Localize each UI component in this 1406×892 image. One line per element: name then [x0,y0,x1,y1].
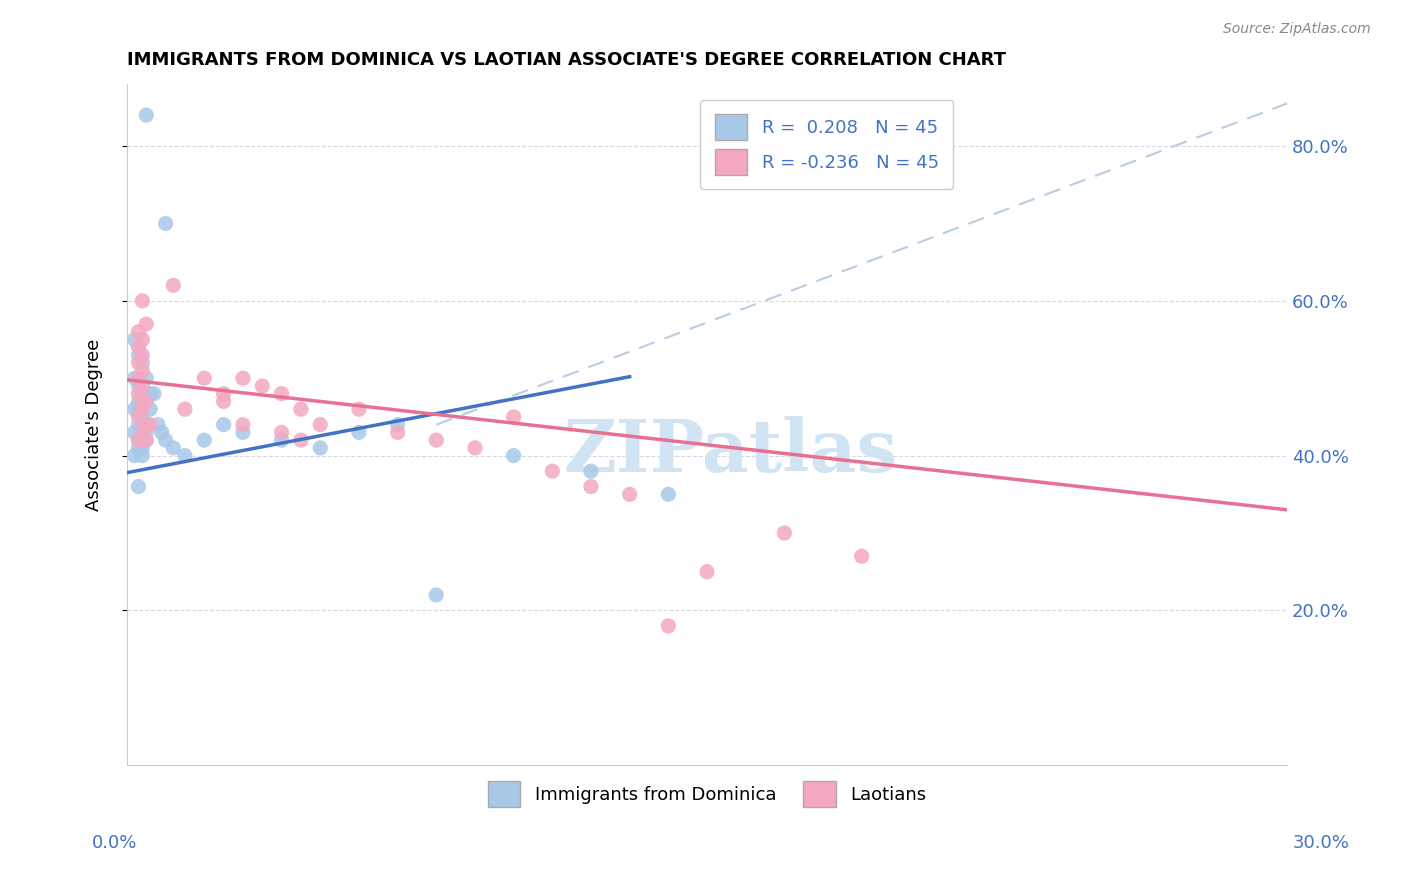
Point [135,433,157,447]
Point [619,487,641,501]
Point [193,433,215,447]
Point [128,441,150,455]
Point [131,356,153,370]
Text: 30.0%: 30.0% [1294,834,1350,852]
Point [128,340,150,354]
Point [162,441,184,455]
Legend: Immigrants from Dominica, Laotians: Immigrants from Dominica, Laotians [481,774,934,814]
Point [131,386,153,401]
Point [162,278,184,293]
Point [425,433,447,447]
Point [290,402,312,417]
Point [212,394,235,409]
Point [309,441,332,455]
Text: IMMIGRANTS FROM DOMINICA VS LAOTIAN ASSOCIATE'S DEGREE CORRELATION CHART: IMMIGRANTS FROM DOMINICA VS LAOTIAN ASSO… [127,51,1005,69]
Point [135,425,157,440]
Point [135,108,157,122]
Point [155,433,177,447]
Point [696,565,718,579]
Point [131,449,153,463]
Point [124,425,146,440]
Point [773,526,796,541]
Point [128,402,150,417]
Point [541,464,564,478]
Point [131,363,153,377]
Point [131,402,153,417]
Point [128,348,150,362]
Point [124,449,146,463]
Point [464,441,486,455]
Point [124,402,146,417]
Point [502,409,524,424]
Point [128,433,150,447]
Point [502,449,524,463]
Point [193,371,215,385]
Point [131,293,153,308]
Text: 0.0%: 0.0% [91,834,136,852]
Point [128,386,150,401]
Point [128,325,150,339]
Text: Source: ZipAtlas.com: Source: ZipAtlas.com [1223,22,1371,37]
Point [131,379,153,393]
Point [232,371,254,385]
Point [131,425,153,440]
Point [135,371,157,385]
Point [128,433,150,447]
Point [128,379,150,393]
Point [150,425,173,440]
Point [657,487,679,501]
Point [212,386,235,401]
Point [128,409,150,424]
Point [174,402,197,417]
Point [131,441,153,455]
Point [139,402,162,417]
Point [131,333,153,347]
Point [579,479,602,493]
Point [270,433,292,447]
Point [387,425,409,440]
Point [124,333,146,347]
Point [128,356,150,370]
Point [146,417,169,432]
Point [131,394,153,409]
Y-axis label: Associate's Degree: Associate's Degree [86,339,103,511]
Point [232,417,254,432]
Point [232,425,254,440]
Point [425,588,447,602]
Point [143,386,166,401]
Point [387,417,409,432]
Point [135,433,157,447]
Point [139,386,162,401]
Point [131,409,153,424]
Point [347,425,370,440]
Point [657,619,679,633]
Point [128,402,150,417]
Point [851,549,873,564]
Point [212,417,235,432]
Point [128,479,150,493]
Point [579,464,602,478]
Point [124,371,146,385]
Point [135,394,157,409]
Point [290,433,312,447]
Point [270,386,292,401]
Text: ZIPatlas: ZIPatlas [564,417,897,487]
Point [135,317,157,331]
Point [131,425,153,440]
Point [270,425,292,440]
Point [131,417,153,432]
Point [135,417,157,432]
Point [139,417,162,432]
Point [128,394,150,409]
Point [128,417,150,432]
Point [347,402,370,417]
Point [252,379,274,393]
Point [128,371,150,385]
Point [174,449,197,463]
Point [155,216,177,230]
Point [309,417,332,432]
Point [131,348,153,362]
